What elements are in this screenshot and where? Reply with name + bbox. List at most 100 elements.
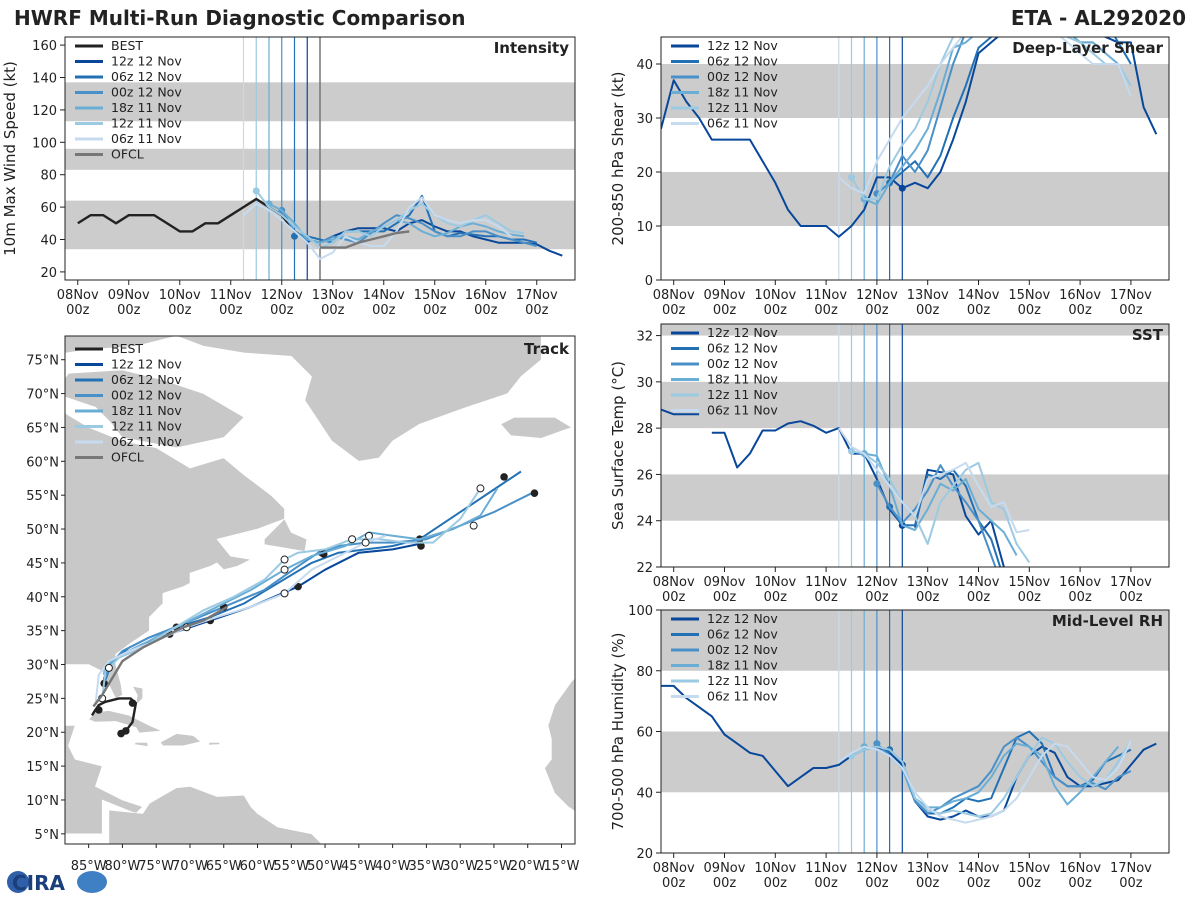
track-point-BEST-2 [128, 699, 137, 707]
intensity-legend-label: BEST [111, 38, 143, 53]
rh-marker-00z-12-Nov-0 [873, 740, 881, 748]
track-OFCL [92, 605, 228, 708]
rh-xtick-label: 14Nov [958, 861, 1000, 876]
intensity-xtick-label: 00z [117, 303, 141, 318]
track-point-00z-12-Nov-2 [417, 542, 425, 550]
rh-band-0 [661, 731, 1169, 793]
shear-xtick-label: 00z [1018, 303, 1042, 318]
shear-xtick-label: 16Nov [1059, 288, 1101, 303]
track-lon-label: 15°W [544, 859, 580, 874]
shear-xtick-label: 00z [865, 303, 889, 318]
intensity-title: Intensity [494, 39, 570, 57]
shear-xtick-label: 00z [764, 303, 788, 318]
sst-xtick-label: 00z [764, 590, 788, 605]
storm-id: ETA - AL292020 [1010, 6, 1186, 30]
shear-series-18z-11-Nov [863, 37, 1132, 206]
shear-series-06z-12-Nov [888, 37, 1132, 184]
intensity-xtick-label: 00z [372, 303, 396, 318]
shear-xtick-label: 10Nov [754, 288, 796, 303]
shear-xtick-label: 00z [1068, 303, 1092, 318]
rh-xtick-label: 00z [865, 876, 889, 891]
intensity-marker-12z-11-Nov-0 [252, 187, 260, 195]
hispaniola-land [159, 733, 202, 747]
track-open-point-12z-11-Nov-2 [348, 535, 357, 544]
sst-legend-label: 12z 12 Nov [707, 325, 778, 340]
rh-xtick-label: 00z [1018, 876, 1042, 891]
track-lon-label: 65°W [206, 859, 242, 874]
track-lon-label: 80°W [104, 859, 140, 874]
intensity-legend-label: 12z 11 Nov [111, 116, 182, 131]
intensity-xtick-label: 00z [474, 303, 498, 318]
rh-legend-label: 12z 12 Nov [707, 611, 778, 626]
intensity-series-06z-11-Nov [242, 196, 512, 260]
track-06z-11-Nov [94, 534, 387, 706]
intensity-plot-area [65, 37, 575, 280]
intensity-legend-label: 18z 11 Nov [111, 100, 182, 115]
sst-ytick-label: 32 [636, 330, 653, 345]
track-open-point-18z-11-Nov-2 [469, 521, 478, 530]
bahamas-land [131, 685, 143, 706]
track-legend-label: 00z 12 Nov [111, 388, 182, 403]
sst-xtick-label: 08Nov [653, 575, 695, 590]
sst-band-1 [661, 381, 1169, 429]
baffin-island-land [65, 369, 245, 449]
rh-xtick-label: 08Nov [653, 861, 695, 876]
rh-xtick-label: 15Nov [1008, 861, 1050, 876]
track-title: Track [524, 340, 570, 358]
track-lat-label: 55°N [26, 489, 59, 504]
rh-ytick-label: 20 [636, 847, 653, 862]
track-legend-label: 06z 12 Nov [111, 372, 182, 387]
sst-xtick-label: 14Nov [958, 575, 1000, 590]
ireland-land [574, 494, 575, 520]
sst-series-12z-11-Nov [851, 450, 1031, 563]
sst-legend-label: 00z 12 Nov [707, 356, 778, 371]
rh-ytick-label: 100 [628, 604, 653, 619]
shear-legend-label: 06z 12 Nov [707, 54, 778, 69]
intensity-xtick-label: 00z [219, 303, 243, 318]
sst-xtick-label: 15Nov [1008, 575, 1050, 590]
intensity-panel [60, 36, 576, 285]
rh-series-12z-11-Nov [851, 736, 1132, 818]
rh-xtick-label: 16Nov [1059, 861, 1101, 876]
sst-xtick-label: 11Nov [805, 575, 847, 590]
sst-marker-12z-11-Nov-0 [848, 447, 855, 455]
rh-xtick-label: 00z [713, 876, 737, 891]
intensity-xtick-label: 00z [168, 303, 192, 318]
track-lat-label: 10°N [26, 794, 59, 809]
sst-series-06z-11-Nov [837, 427, 1030, 534]
track-point-BEST-1 [121, 727, 130, 735]
track-lat-label: 70°N [26, 388, 59, 403]
sst-xtick-label: 17Nov [1110, 575, 1152, 590]
intensity-legend-label: 12z 12 Nov [111, 54, 182, 69]
track-point-00z-12-Nov-3 [530, 489, 539, 497]
intensity-xtick-label: 12Nov [261, 288, 303, 303]
intensity-xtick-label: 10Nov [159, 288, 201, 303]
intensity-frame [64, 36, 576, 281]
sst-xtick-label: 00z [1119, 590, 1143, 605]
intensity-ytick-label: 140 [32, 72, 57, 87]
shear-plot-area [661, 37, 1169, 280]
shear-xtick-label: 15Nov [1008, 288, 1050, 303]
sst-legend-label: 06z 11 Nov [707, 403, 778, 418]
intensity-series-OFCL [320, 230, 410, 249]
iberia-land [574, 569, 575, 618]
track-lon-label: 60°W [240, 859, 276, 874]
intensity-ytick-label: 60 [40, 201, 57, 216]
sst-ytick-label: 28 [636, 422, 653, 437]
shear-band-0 [661, 172, 1169, 226]
intensity-xtick-label: 00z [525, 303, 549, 318]
rh-band-1 [661, 610, 1169, 671]
rh-legend-label: 12z 11 Nov [707, 673, 778, 688]
north-america-land [65, 412, 285, 835]
track-point-12z-12-Nov-3 [294, 582, 302, 591]
track-legend-label: 18z 11 Nov [111, 403, 182, 418]
shear-series-06z-11-Nov [838, 37, 1132, 195]
shear-legend-label: 12z 12 Nov [707, 38, 778, 53]
track-lat-label: 45°N [26, 557, 59, 572]
shear-ytick-label: 0 [645, 274, 653, 289]
intensity-xtick-label: 13Nov [312, 288, 354, 303]
shear-xtick-label: 12Nov [856, 288, 898, 303]
shear-series-12z-11-Nov [850, 37, 1132, 200]
track-lat-label: 35°N [26, 625, 59, 640]
